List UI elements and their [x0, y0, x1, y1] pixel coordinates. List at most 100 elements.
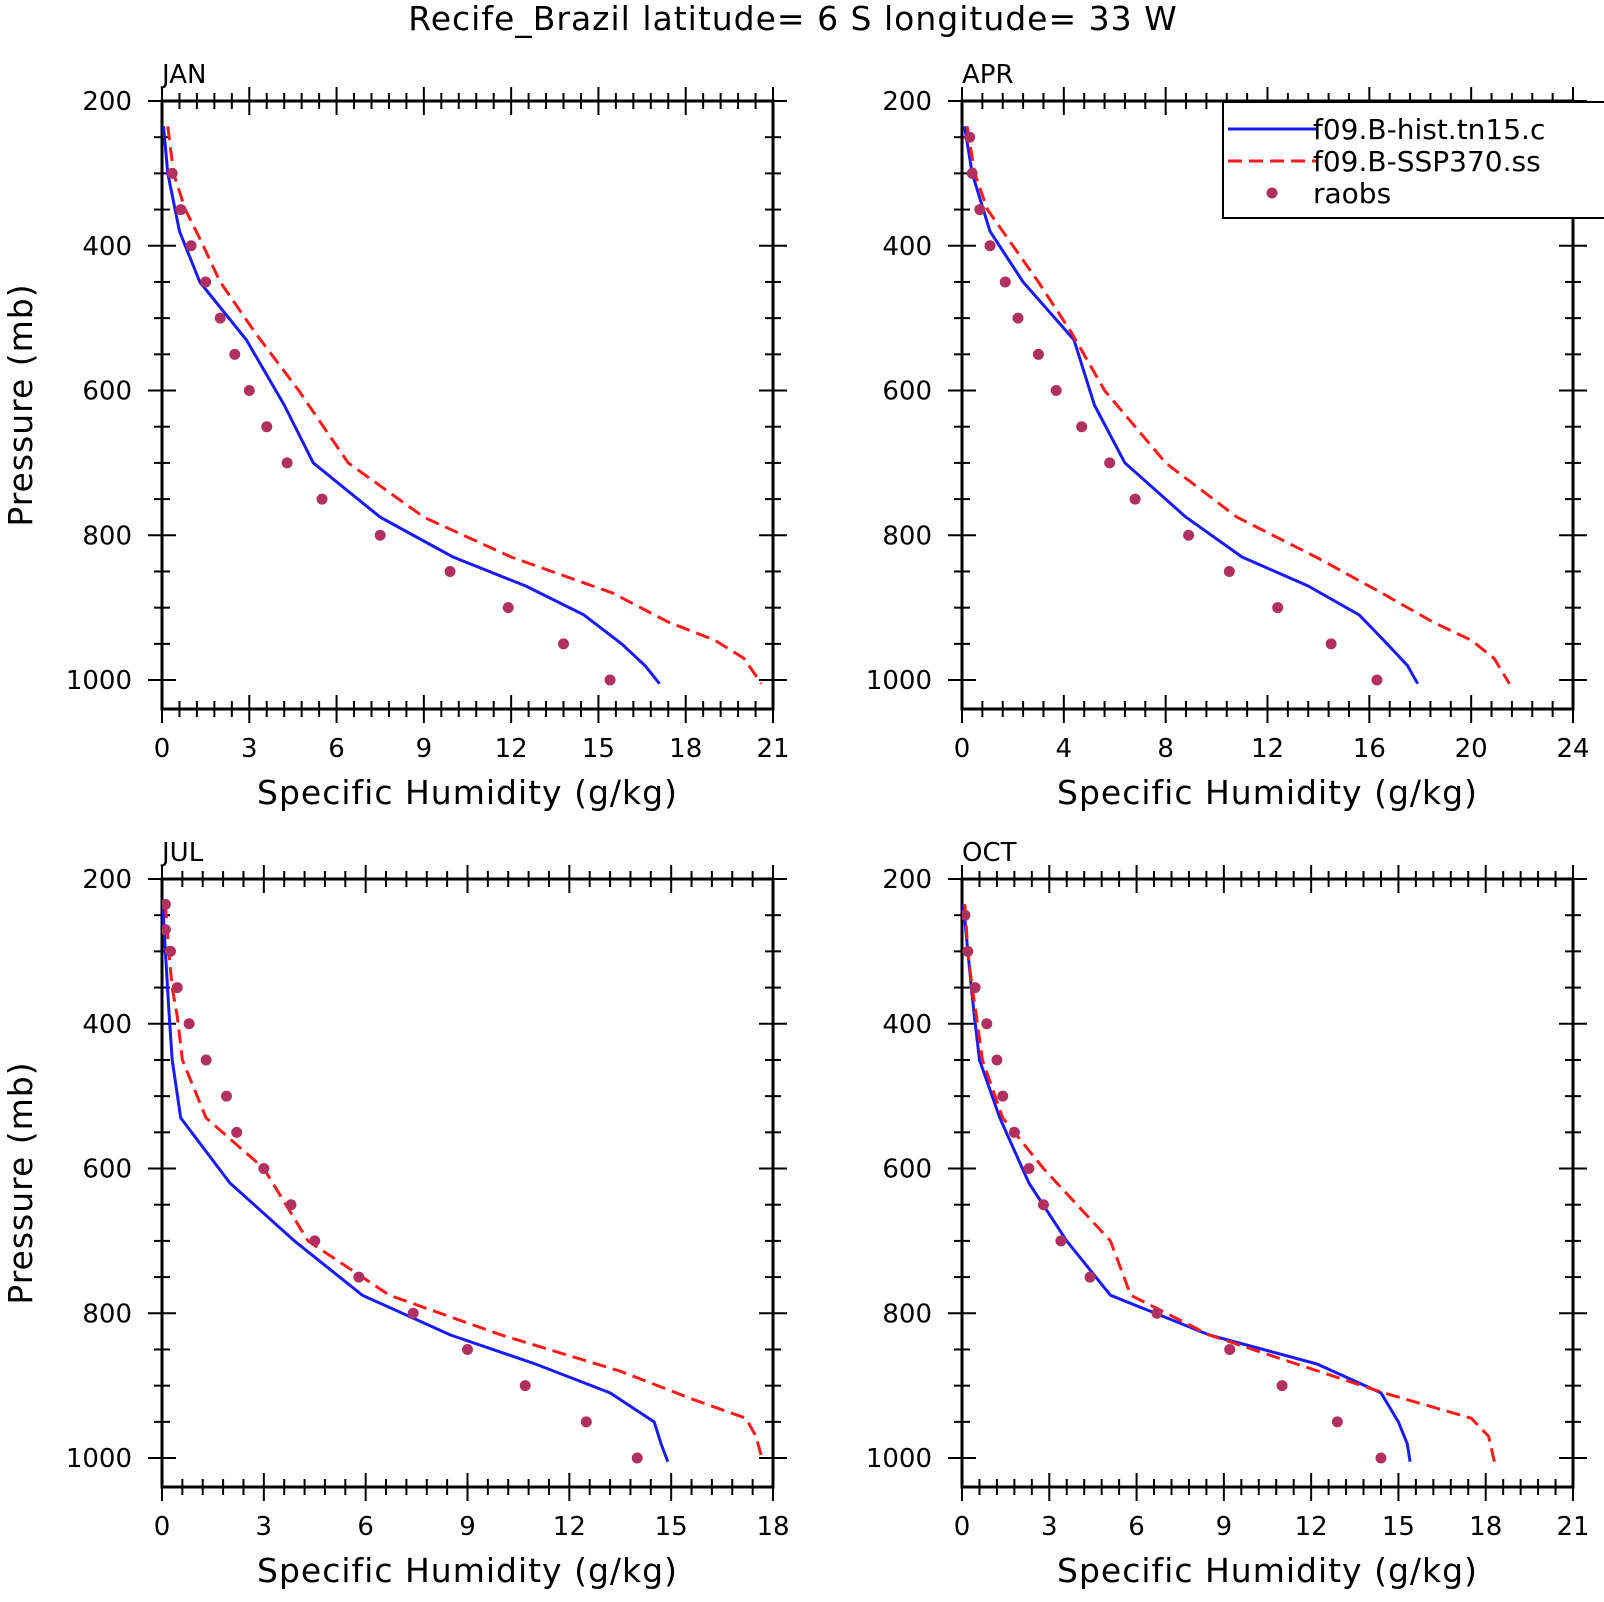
x-tick-label: 24: [1556, 734, 1589, 764]
raobs-point: [175, 204, 187, 216]
x-axis-title: Specific Humidity (g/kg): [1057, 1551, 1478, 1590]
x-tick-label: 0: [154, 734, 171, 764]
legend-label: raobs: [1313, 177, 1391, 210]
raobs-point: [1129, 493, 1141, 505]
y-tick-label: 600: [82, 377, 132, 407]
panel-label: JAN: [160, 60, 206, 90]
raobs-point: [558, 638, 570, 650]
raobs-point: [502, 602, 514, 614]
x-tick-label: 18: [669, 734, 702, 764]
x-tick-label: 0: [154, 1512, 171, 1542]
raobs-point: [991, 1054, 1003, 1066]
y-tick-label: 800: [882, 1299, 932, 1329]
raobs-point: [1008, 1126, 1020, 1138]
raobs-point: [261, 421, 273, 433]
y-tick-label: 1000: [66, 1444, 132, 1474]
x-tick-label: 9: [416, 734, 433, 764]
y-tick-label: 200: [82, 87, 132, 117]
raobs-point: [185, 240, 197, 252]
x-tick-label: 9: [1216, 1512, 1233, 1542]
raobs-point: [1223, 565, 1235, 577]
x-tick-label: 16: [1353, 734, 1386, 764]
raobs-point: [1050, 385, 1062, 397]
raobs-point: [1151, 1307, 1163, 1319]
raobs-point: [200, 1054, 212, 1066]
y-tick-label: 200: [882, 865, 932, 895]
x-tick-label: 9: [459, 1512, 476, 1542]
x-tick-label: 6: [1128, 1512, 1145, 1542]
raobs-point: [1371, 674, 1383, 686]
plot-data: [963, 126, 1511, 686]
raobs-point: [1023, 1163, 1035, 1175]
x-tick-label: 15: [582, 734, 615, 764]
y-tick-label: 600: [882, 1155, 932, 1185]
x-tick-label: 21: [1556, 1512, 1589, 1542]
raobs-point: [1104, 457, 1116, 469]
raobs-point: [162, 924, 171, 936]
y-tick-label: 800: [882, 521, 932, 551]
x-axis-title: Specific Humidity (g/kg): [257, 773, 678, 812]
raobs-point: [962, 909, 971, 921]
raobs-point: [1224, 1343, 1236, 1355]
ssp370-line: [163, 904, 765, 1463]
x-axis-title: Specific Humidity (g/kg): [257, 1551, 678, 1590]
plot-frame: [960, 877, 1575, 1489]
hist-line: [963, 126, 1420, 685]
raobs-point: [164, 945, 176, 957]
panel-label: JUL: [160, 838, 204, 868]
x-tick-label: 12: [1251, 734, 1284, 764]
panel-jul: 200 400 600 800 1000 0 3 6 9 12 15 18 JUL Specific Hu…: [1, 838, 790, 1590]
raobs-point: [229, 348, 241, 360]
raobs-point: [407, 1307, 419, 1319]
raobs-point: [166, 167, 178, 179]
x-tick-label: 0: [954, 734, 971, 764]
x-tick-label: 4: [1056, 734, 1073, 764]
raobs-point: [604, 674, 616, 686]
raobs-point: [462, 1343, 473, 1355]
plot-data: [162, 898, 765, 1464]
panel-label: OCT: [962, 838, 1017, 868]
y-tick-label: 400: [82, 232, 132, 262]
x-tick-label: 18: [1469, 1512, 1502, 1542]
x-tick-label: 12: [1295, 1512, 1328, 1542]
y-tick-label: 600: [882, 377, 932, 407]
x-tick-label: 6: [357, 1512, 374, 1542]
raobs-point: [309, 1235, 321, 1247]
raobs-point: [1325, 638, 1337, 650]
raobs-point: [231, 1126, 243, 1138]
x-tick-label: 18: [756, 1512, 789, 1542]
raobs-point: [580, 1416, 592, 1428]
raobs-point: [1012, 312, 1024, 324]
panel-label: APR: [962, 60, 1014, 90]
y-tick-label: 1000: [866, 666, 932, 696]
y-axis-title: Pressure (mb): [1, 283, 40, 526]
raobs-point: [969, 982, 981, 994]
x-tick-label: 21: [756, 734, 789, 764]
legend-label: f09.B-SSP370.ss: [1313, 145, 1541, 178]
raobs-point: [631, 1452, 643, 1464]
x-tick-label: 20: [1455, 734, 1488, 764]
y-tick-label: 600: [82, 1155, 132, 1185]
y-tick-label: 1000: [866, 1444, 932, 1474]
raobs-point: [220, 1090, 232, 1102]
raobs-point: [1375, 1452, 1387, 1464]
raobs-point: [183, 1018, 195, 1030]
raobs-point: [162, 898, 171, 910]
raobs-point: [200, 276, 212, 288]
raobs-point: [444, 565, 456, 577]
hist-line: [162, 126, 661, 685]
raobs-point: [1084, 1271, 1096, 1283]
plot-frame: [160, 99, 775, 711]
raobs-point: [285, 1199, 297, 1211]
x-tick-label: 12: [553, 1512, 586, 1542]
raobs-point: [1037, 1199, 1049, 1211]
ssp370-line: [965, 126, 1511, 685]
hist-line: [962, 904, 1412, 1462]
plot-data: [962, 904, 1496, 1464]
y-tick-label: 1000: [66, 666, 132, 696]
raobs-point: [974, 204, 986, 216]
raobs-point: [281, 457, 293, 469]
